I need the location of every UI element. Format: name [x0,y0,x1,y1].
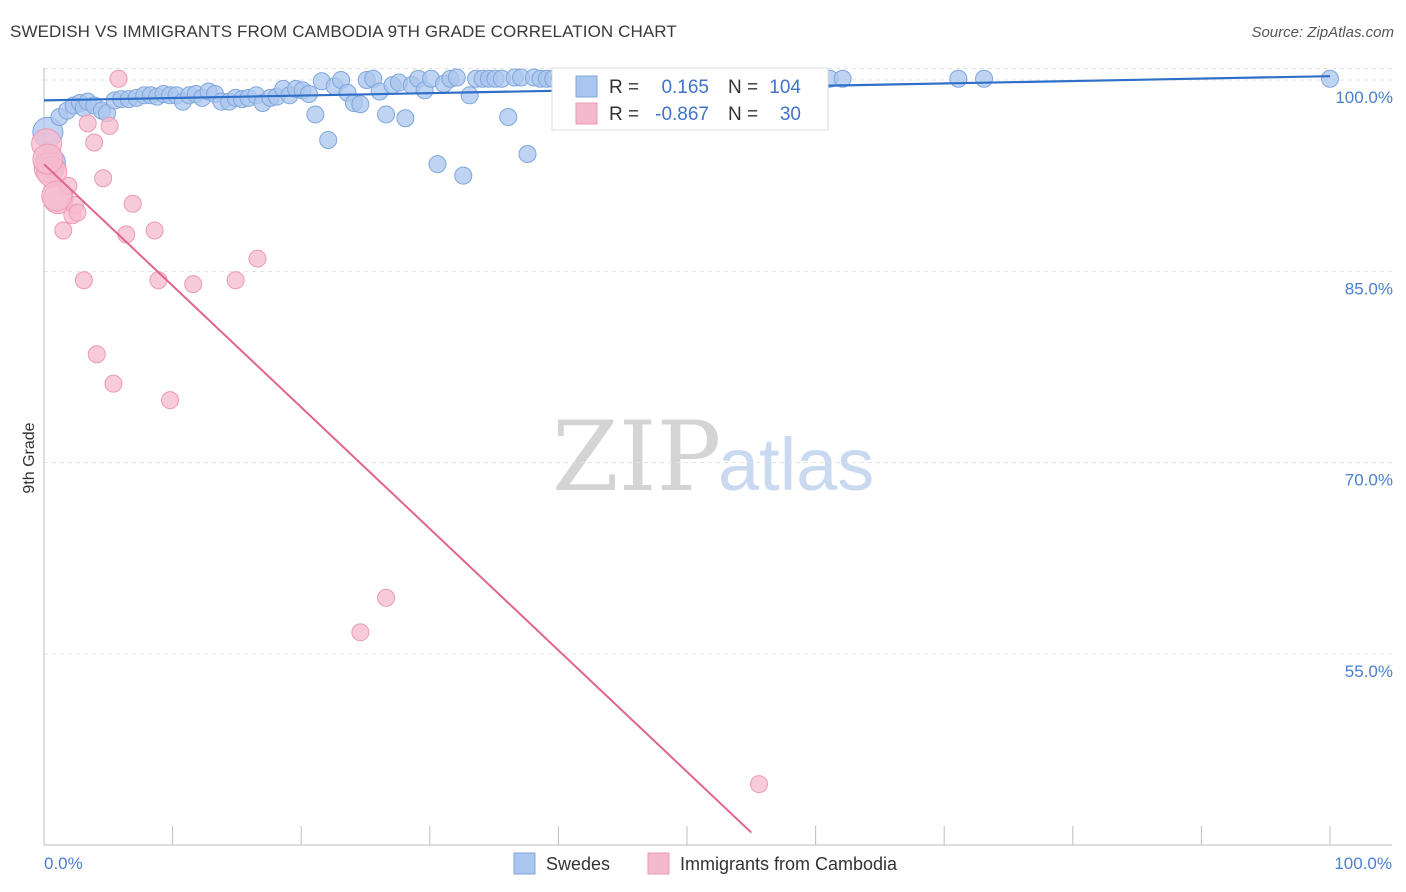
legend-r-value-1: 0.165 [661,77,709,98]
swedes-point-64 [454,166,473,185]
chart-title: SWEDISH VS IMMIGRANTS FROM CAMBODIA 9TH … [10,22,677,41]
swedes-point-40 [299,85,318,104]
swedes-point-71 [499,107,518,126]
swedes-point-48 [351,95,370,114]
swedes-point-103 [1321,69,1339,88]
watermark-zip: ZIP [552,401,721,513]
x-tick-label-max: 100.0% [1334,854,1392,873]
swedes-point-55 [396,109,415,128]
cambodia-point-27 [750,775,769,794]
cambodia-point-21 [161,391,180,410]
source-label: Source: ZipAtlas.com [1251,24,1394,41]
legend-r-value-2: -0.867 [655,104,709,125]
swedes-point-65 [460,86,479,105]
cambodia-point-4 [54,221,73,240]
bottom-legend-swatch-cambodia [647,852,670,875]
cambodia-point-20 [149,271,168,290]
legend-n-value-2: 30 [780,104,801,125]
y-axis-label: 9th Grade [21,422,38,493]
legend-n-label-2: N = [728,104,758,125]
y-tick-label-1: 70.0% [1345,471,1393,490]
swedes-point-43 [319,130,338,149]
cambodia-point-24 [248,249,267,268]
swedes-point-41 [306,105,325,124]
swedes-point-63 [447,68,466,87]
swedes-point-60 [428,155,447,174]
cambodia-point-29 [41,180,73,212]
legend-r-label-1: R = [609,77,639,98]
x-tick-marks [172,826,1331,845]
cambodia-point-22 [184,275,203,294]
cambodia-point-14 [100,116,119,135]
cambodia-point-28 [32,143,64,175]
cambodia-point-26 [377,588,396,607]
cambodia-point-8 [68,203,87,222]
legend-r-label-2: R = [609,104,639,125]
y-tick-labels: 55.0% 70.0% 85.0% 100.0% [1335,88,1393,681]
cambodia-point-15 [104,374,123,393]
gridlines [44,68,1392,655]
swedes-point-100 [833,69,852,88]
legend-swatch-swedes [575,75,598,98]
swedes-point-101 [949,69,968,88]
y-tick-label-3: 100.0% [1335,88,1393,107]
legend-n-value-1: 104 [769,77,801,98]
cambodia-point-23 [226,271,245,290]
cambodia-point-11 [85,133,104,152]
cambodia-point-12 [87,345,106,364]
cambodia-point-9 [74,271,93,290]
legend-swatch-cambodia [575,102,598,125]
bottom-legend-label-cambodia: Immigrants from Cambodia [680,854,898,874]
stats-legend: R = 0.165 N = 104 R = -0.867 N = 30 [551,67,829,131]
y-tick-label-0: 55.0% [1345,662,1393,681]
cambodia-point-19 [145,221,164,240]
x-tick-label-min: 0.0% [44,854,83,873]
cambodia-point-18 [123,194,142,213]
cambodia-point-13 [94,169,113,188]
trend-line-cambodia [43,163,752,834]
legend-n-label-1: N = [728,77,758,98]
series-legend: Swedes Immigrants from Cambodia [513,852,898,875]
bottom-legend-swatch-swedes [513,852,536,875]
watermark: ZIP atlas [552,401,874,513]
swedes-point-52 [377,105,396,124]
swedes-point-74 [518,144,537,163]
bottom-legend-label-swedes: Swedes [546,854,610,874]
cambodia-point-25 [351,623,370,642]
watermark-atlas: atlas [718,423,874,506]
y-tick-label-2: 85.0% [1345,279,1393,298]
cambodia-point-10 [78,114,97,133]
cambodia-point-17 [117,225,136,244]
cambodia-point-16 [109,69,128,88]
swedes-point-102 [975,69,994,88]
